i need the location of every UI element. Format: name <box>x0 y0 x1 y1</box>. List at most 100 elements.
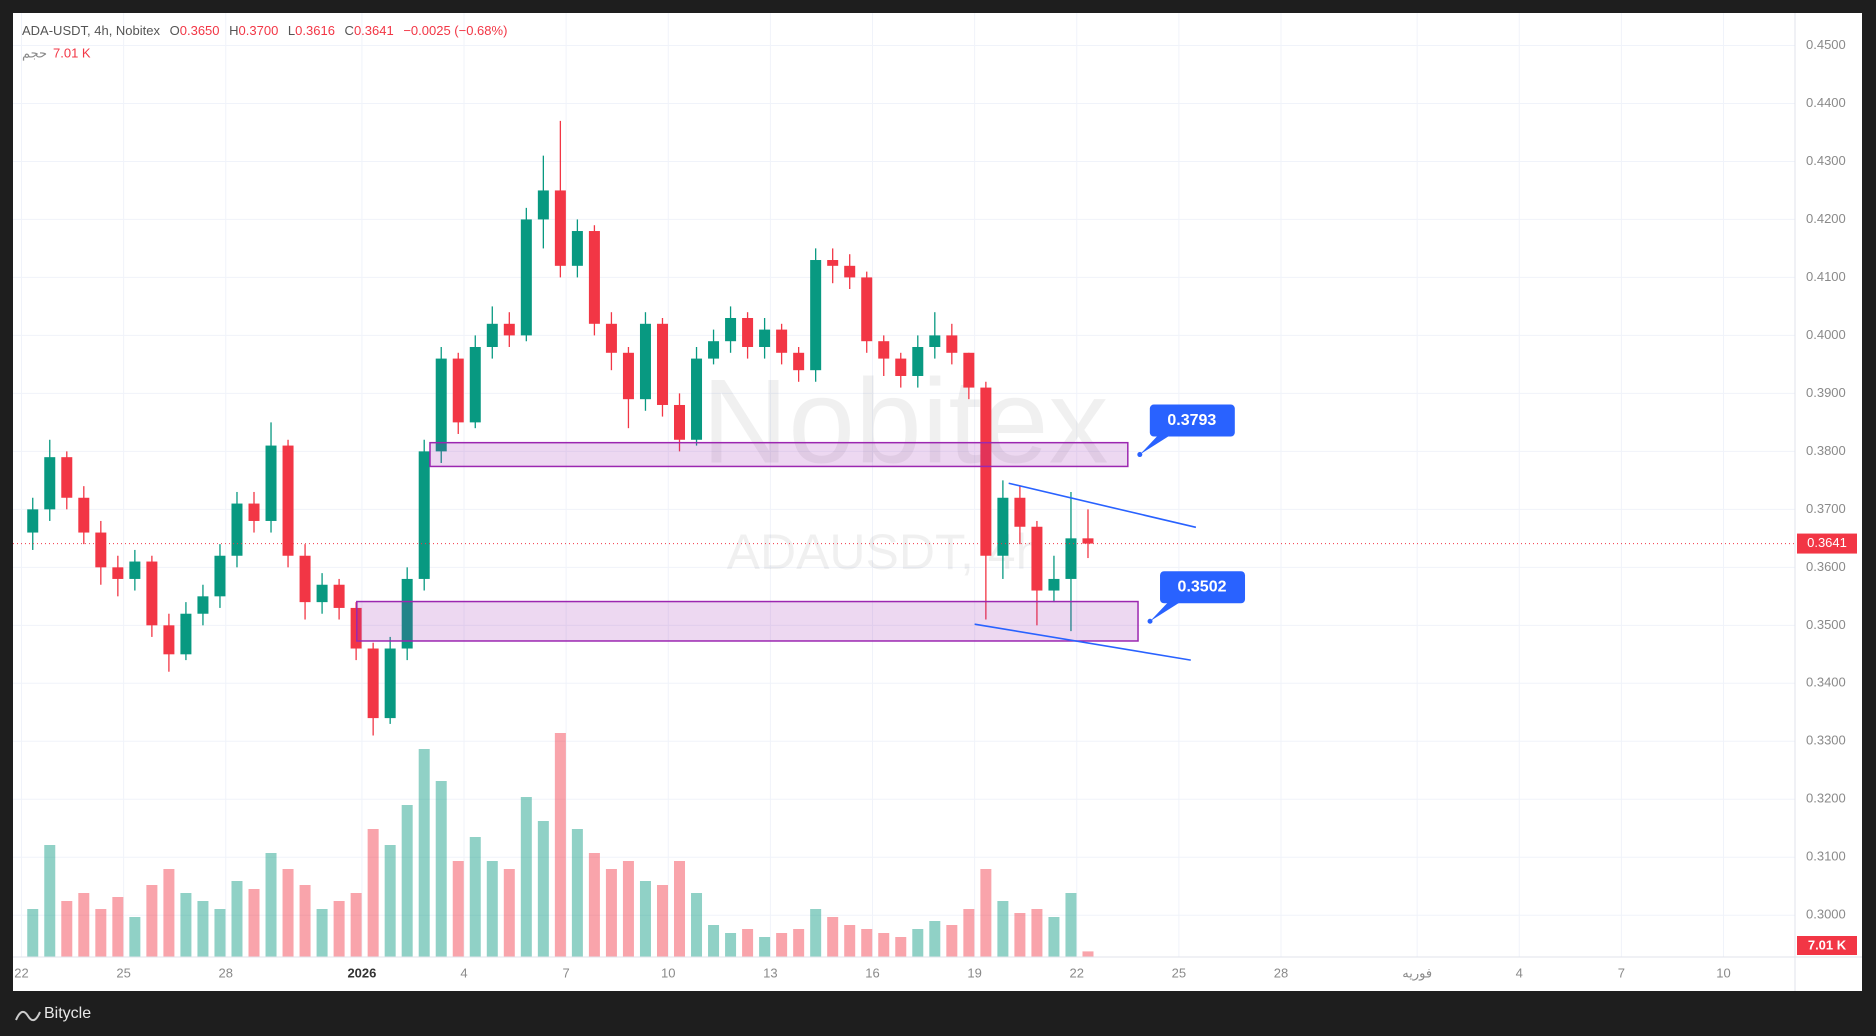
candle-body <box>214 555 226 597</box>
candle-body <box>878 341 890 359</box>
volume-bar <box>759 937 771 957</box>
volume-bar <box>810 909 822 957</box>
callout-label: 0.3793 <box>1167 412 1216 429</box>
candle-body <box>622 352 634 400</box>
y-tick-label: 0.4100 <box>1806 269 1846 284</box>
volume-bar <box>163 869 175 957</box>
volume-bar <box>129 917 141 957</box>
ohlc-value: 0.3650 <box>180 23 220 38</box>
zone <box>356 600 1139 642</box>
candle-body <box>725 318 737 342</box>
x-tick-label: 22 <box>14 965 28 980</box>
y-tick-label: 0.3700 <box>1806 501 1846 516</box>
candle-body <box>861 277 873 342</box>
volume-bar <box>299 885 311 957</box>
candle-body <box>282 445 294 556</box>
volume-bar <box>656 885 668 957</box>
volume-bar <box>214 909 226 957</box>
volume-bar <box>963 909 975 957</box>
volume-bar <box>639 881 651 957</box>
candle-body <box>1031 526 1043 591</box>
volume-bar <box>861 929 873 957</box>
candle-body <box>95 532 107 568</box>
y-tick-label: 0.4000 <box>1806 327 1846 342</box>
volume-bar <box>1048 917 1060 957</box>
volume-bar <box>1014 913 1026 957</box>
volume-bar <box>827 917 839 957</box>
volume-bar <box>605 869 617 957</box>
ohlc-value: 0.3616 <box>295 23 335 38</box>
volume-bar <box>776 933 788 957</box>
y-tick-label: 0.3800 <box>1806 443 1846 458</box>
volume-bar <box>180 893 192 957</box>
volume-label: حجم <box>22 45 47 61</box>
candle-body <box>316 584 328 603</box>
candle-body <box>639 323 651 400</box>
candle-body <box>776 329 788 353</box>
candle-body <box>469 346 481 423</box>
callout-box <box>1160 571 1246 604</box>
volume-bar <box>588 853 600 957</box>
candle-body <box>418 451 430 579</box>
candle-body <box>367 648 379 719</box>
volume-bar <box>112 897 124 957</box>
candle-body <box>963 352 975 388</box>
candle-body <box>844 265 856 278</box>
candle-body <box>231 503 243 556</box>
volume-bar <box>725 933 737 957</box>
volume-bar <box>231 881 243 957</box>
x-tick-label: 13 <box>763 965 777 980</box>
trend-line <box>974 623 1191 661</box>
volume-bar <box>333 901 345 957</box>
x-tick-label: 2026 <box>347 965 376 980</box>
volume-bar <box>571 829 583 957</box>
candle-body <box>588 231 600 324</box>
footer-bar <box>0 991 1876 1036</box>
candle-body <box>435 358 447 452</box>
volume-bar <box>622 861 634 957</box>
candle-body <box>401 578 413 649</box>
x-tick-label: 28 <box>1274 965 1288 980</box>
volume-bar <box>452 861 464 957</box>
y-tick-label: 0.3500 <box>1806 617 1846 632</box>
x-tick-label: 25 <box>116 965 130 980</box>
volume-bar <box>282 869 294 957</box>
candle-body <box>180 613 192 655</box>
callout-label: 0.3502 <box>1178 578 1227 595</box>
y-tick-label: 0.4400 <box>1806 95 1846 110</box>
x-tick-label: 16 <box>865 965 879 980</box>
candle-body <box>520 219 532 336</box>
volume-bar <box>418 749 430 957</box>
candle-body <box>299 555 311 603</box>
watermark-sub: ADAUSDT, 4h <box>727 524 1044 580</box>
volume-bar <box>742 929 754 957</box>
volume-bar <box>929 921 941 957</box>
volume-bar <box>844 925 856 957</box>
candle-body <box>571 231 583 266</box>
x-tick-label: 7 <box>1618 965 1625 980</box>
y-tick-label: 0.3200 <box>1806 791 1846 806</box>
ohlc-value: 0.3700 <box>239 23 279 38</box>
callout-anchor <box>1137 452 1143 458</box>
last-price-tag <box>1797 533 1857 554</box>
volume-bar <box>44 845 56 957</box>
volume-bar <box>78 893 90 957</box>
volume-bar <box>95 909 107 957</box>
volume-bar <box>384 845 396 957</box>
volume-bar <box>503 869 515 957</box>
candle-body <box>793 352 805 371</box>
ohlc-value: 0.3641 <box>354 23 394 38</box>
volume-bar <box>1031 909 1043 957</box>
volume-bar <box>316 909 328 957</box>
last-price-label: 0.3641 <box>1807 535 1847 550</box>
brand[interactable]: Bitycle <box>44 1005 91 1022</box>
volume-bar <box>946 925 958 957</box>
y-tick-label: 0.3000 <box>1806 907 1846 922</box>
candle-body <box>384 648 396 719</box>
candle-body <box>1014 497 1026 527</box>
callout-tail <box>1150 602 1181 622</box>
candle-body <box>265 445 277 521</box>
callout-tail <box>1139 435 1170 455</box>
